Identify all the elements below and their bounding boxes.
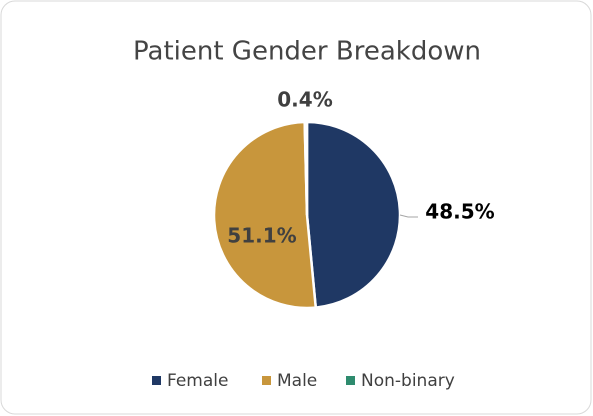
- legend-label: Male: [277, 371, 317, 391]
- chart-title: Patient Gender Breakdown: [133, 37, 481, 67]
- legend-label: Non-binary: [361, 371, 455, 391]
- legend-swatch: [152, 376, 161, 385]
- pie-slice: [305, 120, 402, 309]
- leader-line: [399, 214, 418, 218]
- pie-slice: [212, 120, 318, 310]
- legend-label: Female: [167, 371, 228, 391]
- pie-slice: [303, 120, 309, 216]
- data-label: 51.1%: [227, 224, 296, 248]
- legend-swatch: [346, 376, 355, 385]
- legend-swatch: [262, 376, 271, 385]
- data-label: 0.4%: [277, 88, 332, 112]
- data-label: 48.5%: [425, 200, 494, 224]
